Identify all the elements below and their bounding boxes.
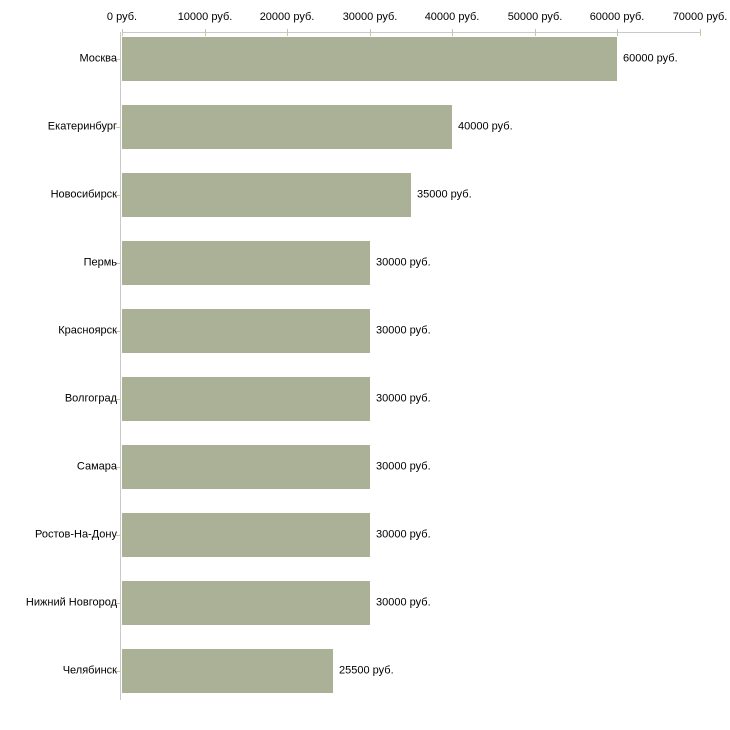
value-label: 30000 руб. bbox=[376, 460, 431, 473]
bar-7 bbox=[122, 513, 370, 557]
y-axis-tick-mark bbox=[116, 331, 121, 332]
x-axis-tick-label: 50000 руб. bbox=[507, 11, 563, 23]
value-label: 30000 руб. bbox=[376, 596, 431, 609]
bar-2 bbox=[122, 173, 411, 217]
value-label: 40000 руб. bbox=[458, 120, 513, 133]
x-axis-tick-mark bbox=[700, 29, 701, 36]
category-label: Красноярск bbox=[58, 324, 117, 337]
x-axis-tick-mark bbox=[122, 29, 123, 36]
value-label: 60000 руб. bbox=[623, 52, 678, 65]
y-axis-tick-mark bbox=[116, 671, 121, 672]
x-axis-tick-mark bbox=[287, 29, 288, 36]
value-label: 25500 руб. bbox=[339, 664, 394, 677]
y-axis-tick-mark bbox=[116, 467, 121, 468]
bar-3 bbox=[122, 241, 370, 285]
category-label: Самара bbox=[76, 460, 117, 473]
x-axis-tick-label: 0 руб. bbox=[106, 11, 138, 23]
category-label: Нижний Новгород bbox=[25, 596, 117, 609]
value-label: 30000 руб. bbox=[376, 528, 431, 541]
category-label: Волгоград bbox=[64, 392, 117, 405]
value-label: 30000 руб. bbox=[376, 324, 431, 337]
category-label: Ростов-На-Дону bbox=[34, 528, 117, 541]
bar-8 bbox=[122, 581, 370, 625]
y-axis-tick-mark bbox=[116, 195, 121, 196]
bar-4 bbox=[122, 309, 370, 353]
x-axis-tick-label: 10000 руб. bbox=[177, 11, 233, 23]
x-axis-tick-mark bbox=[205, 29, 206, 36]
category-label: Пермь bbox=[83, 256, 117, 269]
y-axis-line bbox=[120, 32, 121, 700]
x-axis-tick-mark bbox=[452, 29, 453, 36]
x-axis-tick-mark bbox=[535, 29, 536, 36]
bar-9 bbox=[122, 649, 333, 693]
category-label: Москва bbox=[79, 52, 117, 65]
bar-5 bbox=[122, 377, 370, 421]
x-axis-tick-mark bbox=[370, 29, 371, 36]
y-axis-tick-mark bbox=[116, 535, 121, 536]
category-label: Новосибирск bbox=[50, 188, 117, 201]
value-label: 30000 руб. bbox=[376, 392, 431, 405]
bar-1 bbox=[122, 105, 452, 149]
x-axis-line bbox=[122, 32, 700, 33]
value-label: 35000 руб. bbox=[417, 188, 472, 201]
x-axis-tick-mark bbox=[617, 29, 618, 36]
x-axis-tick-label: 30000 руб. bbox=[342, 11, 398, 23]
bar-6 bbox=[122, 445, 370, 489]
x-axis-tick-label: 70000 руб. bbox=[672, 11, 728, 23]
value-label: 30000 руб. bbox=[376, 256, 431, 269]
bar-0 bbox=[122, 37, 617, 81]
y-axis-tick-mark bbox=[116, 399, 121, 400]
y-axis-tick-mark bbox=[116, 263, 121, 264]
x-axis-tick-label: 40000 руб. bbox=[424, 11, 480, 23]
y-axis-tick-mark bbox=[116, 59, 121, 60]
category-label: Екатеринбург bbox=[47, 120, 117, 133]
x-axis-tick-label: 60000 руб. bbox=[589, 11, 645, 23]
y-axis-tick-mark bbox=[116, 127, 121, 128]
x-axis-tick-label: 20000 руб. bbox=[259, 11, 315, 23]
y-axis-tick-mark bbox=[116, 603, 121, 604]
category-label: Челябинск bbox=[62, 664, 117, 677]
